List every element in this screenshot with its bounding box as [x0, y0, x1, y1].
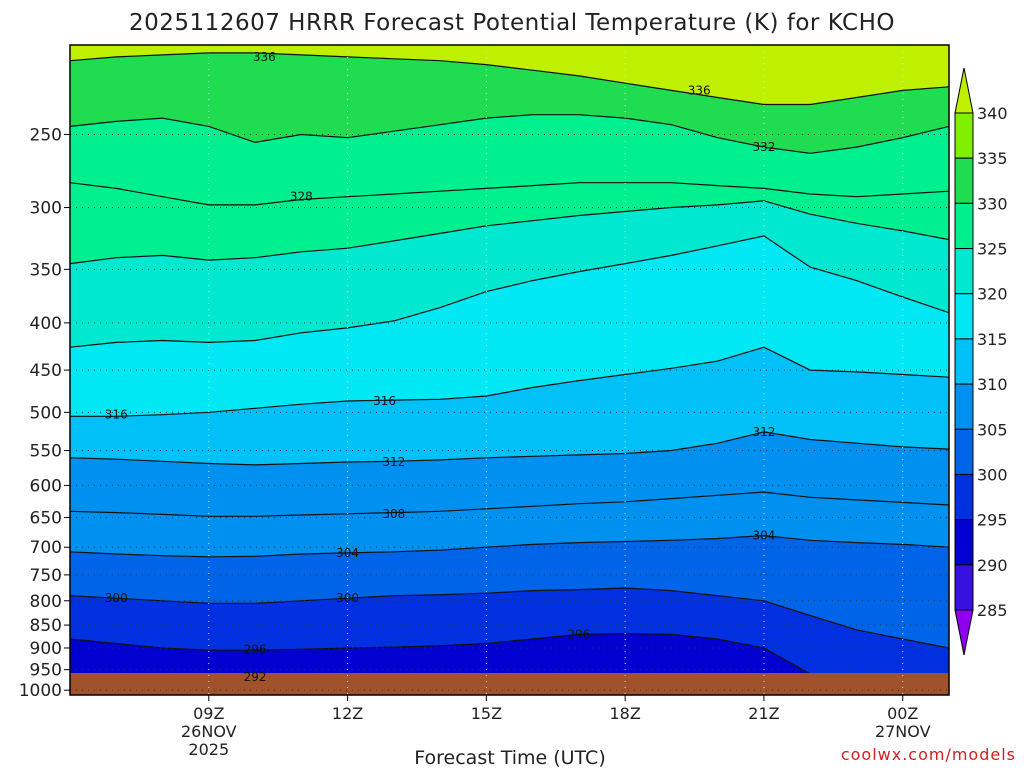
contour-label: 336: [253, 50, 276, 64]
colorbar-top-arrow: [954, 67, 974, 114]
y-tick-label: 600: [30, 476, 62, 496]
colorbar-segment: [954, 564, 974, 611]
x-tick-date: 26NOV: [181, 722, 237, 741]
colorbar-label: 290: [977, 556, 1008, 575]
y-axis: 250 300 350 400 450 500 550 600 650 700 750 800 850 9…: [19, 125, 70, 701]
contour-label: 336: [688, 83, 711, 97]
x-tick-label: 09Z: [193, 704, 224, 723]
terrain: [70, 673, 949, 695]
colorbar-segment: [954, 157, 974, 204]
contour-label: 296: [244, 642, 267, 656]
isentrope-312: [70, 431, 949, 466]
contour-label: 328: [290, 190, 313, 204]
x-axis-label: Forecast Time (UTC): [414, 747, 605, 768]
x-tick-label: 00Z: [887, 704, 918, 723]
y-tick-label: 650: [30, 509, 62, 529]
isentrope-332: [70, 114, 949, 154]
contour-label: 304: [336, 546, 359, 560]
y-tick-label: 350: [30, 260, 62, 280]
colorbar-segment: [954, 519, 974, 566]
y-tick-label: 550: [30, 442, 62, 462]
y-tick-label: 900: [30, 639, 62, 659]
isentrope-308: [70, 491, 949, 517]
chart-title: 2025112607 HRRR Forecast Potential Tempe…: [129, 10, 895, 36]
colorbar-segment: [954, 202, 974, 250]
colorbar-bottom-arrow: [954, 609, 974, 656]
y-tick-label: 750: [30, 566, 62, 586]
colorbar-label: 325: [977, 240, 1008, 259]
colorbar-segment: [954, 112, 974, 159]
y-tick-label: 300: [30, 199, 62, 219]
x-tick-date: 27NOV: [875, 722, 931, 741]
contour-label: 300: [336, 591, 359, 605]
grid-lines: [70, 45, 949, 695]
x-tick-label: 12Z: [332, 704, 363, 723]
isentrope-336: [70, 52, 949, 106]
contour-label: 296: [567, 627, 590, 641]
isentrope-324: [70, 200, 949, 265]
colorbar-segment: [954, 473, 974, 521]
colorbar-segment: [954, 293, 974, 340]
y-tick-label: 400: [30, 314, 62, 334]
contour-label: 316: [373, 394, 396, 408]
contour-label: 304: [752, 529, 775, 543]
colorbar-label: 330: [977, 194, 1008, 213]
plot-area: 336 336 332 328 316 316 312 312 308 304 304 300 300 2…: [70, 45, 949, 695]
colorbar-label: 295: [977, 511, 1008, 530]
contour-label: 332: [752, 140, 775, 154]
y-tick-label: 850: [30, 616, 62, 636]
contour-label: 316: [105, 408, 128, 422]
credit-text: coolwx.com/models: [841, 745, 1016, 764]
colorbar-label: 300: [977, 465, 1008, 484]
y-tick-label: 450: [30, 361, 62, 381]
contour-label: 312: [382, 455, 405, 469]
isentrope-320: [70, 235, 949, 348]
colorbar-segment: [954, 338, 974, 385]
y-tick-label: 250: [30, 125, 62, 145]
colorbar-label: 315: [977, 330, 1008, 349]
isentrope-316: [70, 346, 949, 417]
x-tick-year: 2025: [188, 740, 229, 759]
x-tick-label: 21Z: [748, 704, 779, 723]
contour-labels: 336 336 332 328 316 316 312 312 308 304 304 300 300 2…: [105, 50, 776, 684]
colorbar-label: 335: [977, 149, 1008, 168]
contour-label: 300: [105, 591, 128, 605]
y-tick-label: 950: [30, 661, 62, 681]
isentrope-304: [70, 534, 949, 558]
x-tick-label: 15Z: [471, 704, 502, 723]
colorbar-label: 285: [977, 601, 1008, 620]
y-tick-label: 700: [30, 538, 62, 558]
colorbar-label: 310: [977, 375, 1008, 394]
colorbar-label: 320: [977, 285, 1008, 304]
y-tick-label: 800: [30, 592, 62, 612]
colorbar-segment: [954, 428, 974, 475]
colorbar: 340 335 330 325 320 315 310 305 300 295 290 285: [954, 67, 1008, 656]
colorbar-label: 305: [977, 420, 1008, 439]
y-tick-label: 500: [30, 403, 62, 423]
contour-label: 312: [752, 425, 775, 439]
colorbar-segment: [954, 248, 974, 295]
colorbar-segment: [954, 383, 974, 430]
contour-label: 308: [382, 507, 405, 521]
x-tick-label: 18Z: [609, 704, 640, 723]
isentrope-328: [70, 182, 949, 206]
colorbar-label: 340: [977, 104, 1008, 123]
contour-label: 292: [244, 670, 267, 684]
theta-fills: [70, 45, 949, 695]
isentrope-300: [70, 587, 949, 649]
y-tick-label: 1000: [19, 681, 62, 701]
